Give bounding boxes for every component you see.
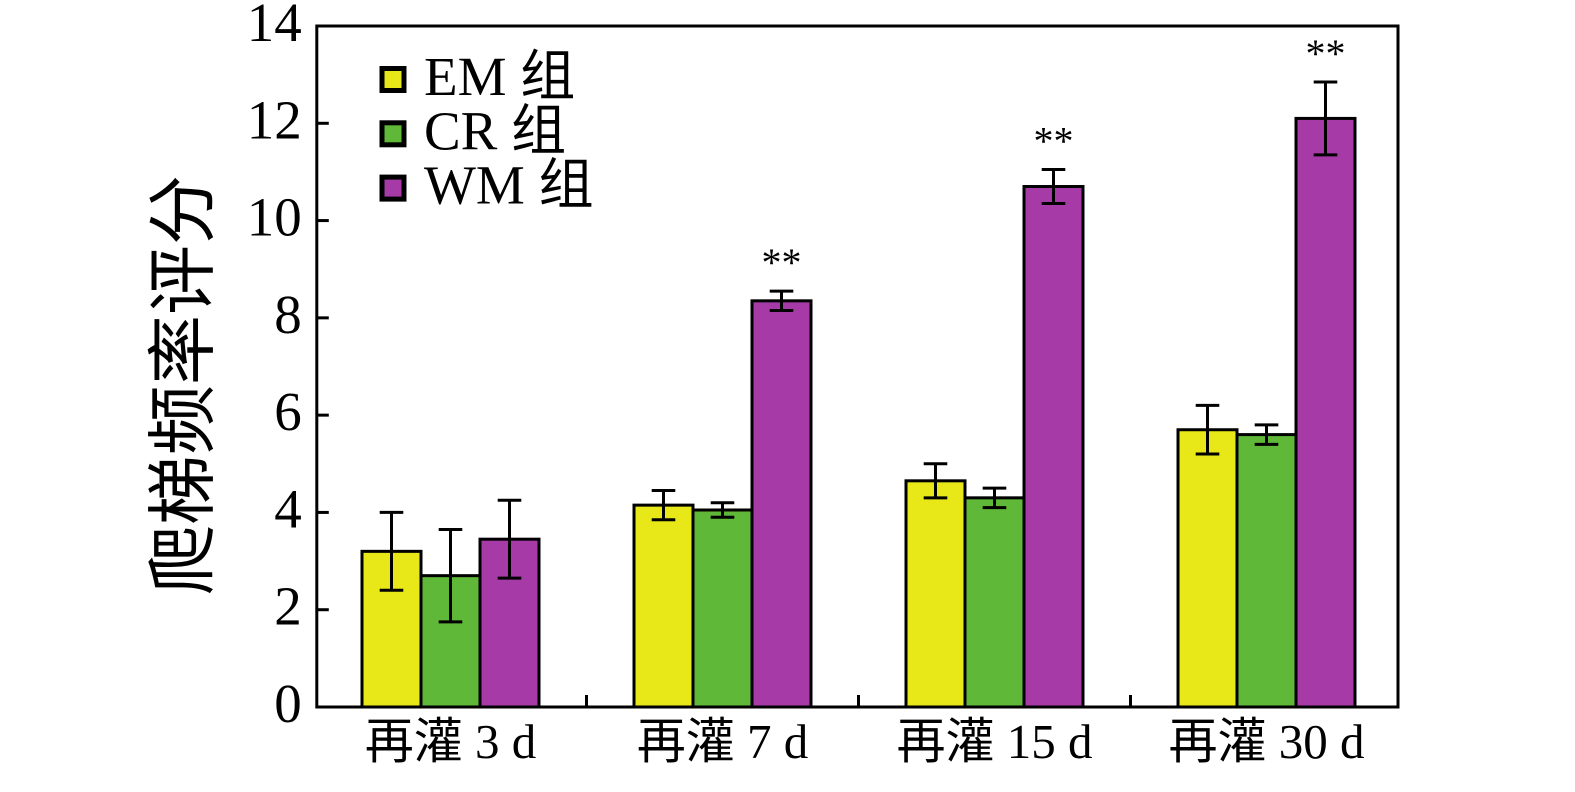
svg-text:再灌 30 d: 再灌 30 d — [1168, 714, 1364, 769]
svg-text:EM 组: EM 组 — [424, 46, 575, 107]
svg-text:CR 组: CR 组 — [424, 100, 566, 161]
svg-text:14: 14 — [247, 0, 302, 53]
svg-text:**: ** — [1306, 31, 1346, 76]
svg-text:再灌 7 d: 再灌 7 d — [637, 714, 809, 769]
svg-text:4: 4 — [274, 478, 302, 539]
svg-text:6: 6 — [274, 381, 302, 442]
svg-text:8: 8 — [274, 284, 302, 345]
svg-text:**: ** — [1034, 118, 1074, 163]
svg-text:2: 2 — [274, 576, 302, 637]
svg-text:再灌 15 d: 再灌 15 d — [896, 714, 1092, 769]
svg-text:爬梯频率评分: 爬梯频率评分 — [146, 175, 223, 595]
svg-text:10: 10 — [247, 187, 302, 248]
svg-text:**: ** — [762, 240, 802, 285]
svg-text:0: 0 — [274, 673, 302, 734]
svg-text:12: 12 — [247, 89, 302, 150]
svg-text:再灌 3 d: 再灌 3 d — [365, 714, 537, 769]
svg-text:WM 组: WM 组 — [424, 155, 594, 216]
